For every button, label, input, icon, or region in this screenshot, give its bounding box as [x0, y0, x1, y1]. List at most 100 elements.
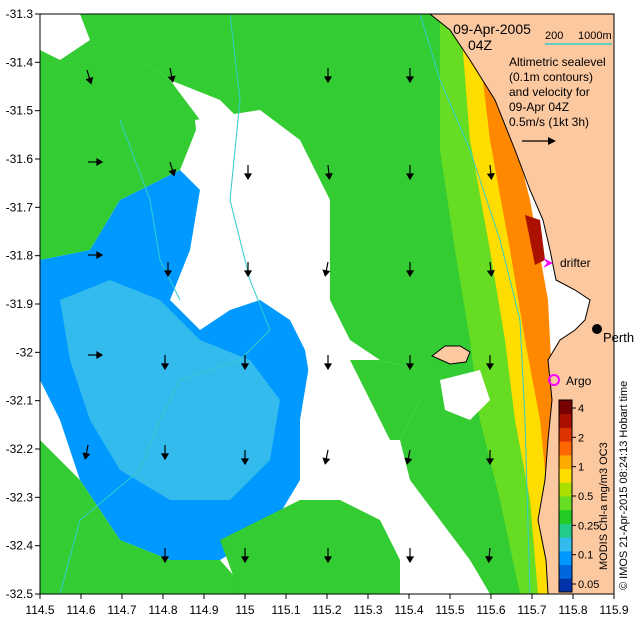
- map-date: 09-Apr-2005: [453, 21, 531, 37]
- velocity-arrowhead: [160, 556, 170, 564]
- x-tick-label: 114.9: [189, 603, 218, 617]
- x-tick-label: 115.6: [476, 603, 505, 617]
- colorbar-segment: [559, 454, 572, 470]
- rottnest-island: [431, 345, 471, 365]
- colorbar-tick-label: 4: [578, 403, 584, 415]
- chl-nearshore-yellow: [460, 14, 556, 594]
- velocity-arrowhead: [485, 363, 495, 371]
- x-tick-label: 114.7: [107, 603, 136, 617]
- x-tick-label: 115: [235, 603, 254, 617]
- y-tick-label: -32.1: [6, 394, 34, 408]
- colorbar-caption: MODIS Chl-a mg/m3 OC3: [598, 442, 610, 570]
- velocity-arrowhead: [485, 458, 495, 466]
- velocity-arrowhead: [405, 556, 415, 564]
- velocity-arrowhead: [160, 363, 170, 371]
- colorbar-tick-label: 0.05: [578, 579, 599, 591]
- colorbar-segment: [559, 400, 572, 415]
- velocity-arrowhead: [324, 172, 333, 181]
- x-tick-label: 114.5: [25, 603, 54, 617]
- y-tick-label: -32: [16, 345, 34, 359]
- x-tick-label: 115.5: [435, 603, 464, 617]
- velocity-arrowhead: [323, 76, 333, 84]
- argo-marker: [548, 374, 560, 386]
- colorbar-tick-label: 0.1: [578, 550, 593, 562]
- velocity-arrowhead: [240, 363, 250, 371]
- colorbar-segment: [559, 537, 572, 552]
- colorbar-segment: [559, 496, 572, 511]
- x-tick-label: 115.8: [558, 603, 587, 617]
- perth-marker: [592, 324, 602, 334]
- velocity-arrowhead: [96, 350, 104, 360]
- y-tick-label: -31.5: [6, 104, 34, 118]
- cloud-gap-1: [195, 110, 330, 320]
- x-axis: 114.5 114.6 114.7 114.8 114.9 115 115.1 115.2 11…: [25, 594, 629, 617]
- perth-label: Perth: [603, 330, 634, 345]
- velocity-arrowhead: [404, 457, 413, 465]
- x-tick-label: 115.1: [271, 603, 300, 617]
- x-tick-label: 115.9: [599, 603, 628, 617]
- y-tick-label: -31.3: [6, 7, 34, 21]
- colorbar-segment: [559, 468, 572, 483]
- map-time: 04Z: [468, 37, 493, 53]
- velocity-arrowhead: [82, 452, 91, 460]
- velocity-arrowhead: [486, 269, 495, 278]
- colorbar-tick-label: 0.5: [578, 491, 593, 503]
- velocity-arrows: [82, 67, 495, 564]
- colorbar-segment: [559, 482, 572, 497]
- chl-green-west: [40, 14, 200, 260]
- velocity-arrowhead: [163, 270, 173, 278]
- velocity-arrowhead: [240, 458, 250, 466]
- velocity-arrowhead: [96, 250, 104, 260]
- velocity-arrowhead: [85, 76, 94, 85]
- velocity-legend-line-3: and velocity for: [509, 85, 590, 99]
- bathy-legend-1000: 1000m: [578, 30, 612, 42]
- chl-green-south-2: [220, 500, 400, 594]
- x-tick-label: 115.2: [312, 603, 341, 617]
- velocity-arrowhead: [168, 168, 177, 177]
- y-tick-label: -32.4: [6, 539, 34, 553]
- bathymetry-contours: [59, 13, 531, 595]
- velocity-legend-line-2: (0.1m contours): [509, 70, 593, 84]
- velocity-arrowhead: [405, 363, 415, 371]
- velocity-arrowhead: [240, 556, 250, 564]
- velocity-arrowhead: [243, 173, 253, 181]
- colorbar-segment: [559, 509, 572, 524]
- argo-label: Argo: [566, 374, 592, 388]
- colorbar-tick-label: 0.25: [578, 520, 599, 532]
- y-tick-label: -31.4: [6, 55, 34, 69]
- contour-1000m: [59, 13, 271, 595]
- chl-nearshore-orange: [475, 14, 556, 500]
- colorbar-segment: [559, 523, 572, 538]
- x-tick-label: 115.3: [353, 603, 382, 617]
- chl-green-south: [40, 440, 250, 594]
- colorbar-segment: [559, 578, 572, 593]
- cloud-gap-4: [440, 370, 490, 420]
- y-tick-label: -32.5: [6, 587, 34, 601]
- x-tick-label: 114.8: [148, 603, 177, 617]
- velocity-legend-line-1: Altimetric sealevel: [509, 55, 606, 69]
- velocity-arrowhead: [322, 457, 331, 465]
- velocity-legend-arrowhead: [548, 137, 556, 145]
- velocity-arrowhead: [167, 75, 176, 83]
- colorbar-segment: [559, 413, 572, 428]
- velocity-arrowhead: [486, 172, 495, 181]
- colorbar-tick-label: 2: [578, 432, 584, 444]
- contour-1000m-b: [119, 119, 181, 301]
- velocity-arrowhead: [405, 173, 415, 181]
- velocity-arrowhead: [485, 555, 494, 564]
- y-tick-label: -32.3: [6, 490, 34, 504]
- y-tick-label: -31.6: [6, 152, 34, 166]
- velocity-arrowhead: [323, 363, 333, 371]
- y-tick-label: -31.8: [6, 249, 34, 263]
- colorbar-ticks: 4 2 1 0.5 0.25 0.1 0.05: [572, 403, 599, 591]
- velocity-arrowhead: [323, 556, 333, 564]
- colorbar-segment: [559, 441, 572, 456]
- y-tick-label: -31.9: [6, 297, 34, 311]
- x-tick-label: 115.4: [394, 603, 423, 617]
- x-tick-label: 115.7: [517, 603, 546, 617]
- drifter-label: drifter: [560, 256, 591, 270]
- y-tick-label: -32.2: [6, 442, 34, 456]
- bathy-legend-200: 200: [545, 30, 563, 42]
- velocity-arrowhead: [405, 76, 415, 84]
